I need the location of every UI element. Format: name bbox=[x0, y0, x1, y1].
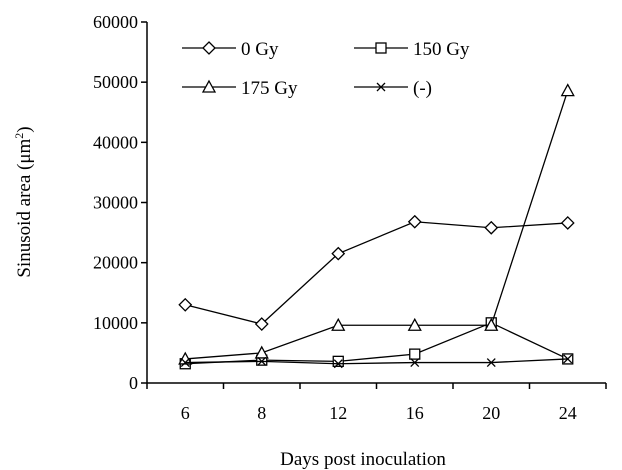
data-point bbox=[484, 317, 499, 331]
y-tick-label: 0 bbox=[129, 373, 138, 393]
legend-entry: 175 Gy bbox=[182, 78, 298, 99]
legend-label: 150 Gy bbox=[413, 39, 470, 60]
data-point bbox=[560, 83, 575, 97]
series-line bbox=[185, 358, 568, 365]
y-tick-label: 30000 bbox=[93, 193, 138, 213]
series-line bbox=[185, 90, 569, 360]
data-point bbox=[563, 354, 573, 364]
data-point bbox=[332, 355, 344, 367]
legend-marker bbox=[376, 82, 386, 92]
data-point bbox=[331, 246, 346, 261]
legend-label: 0 Gy bbox=[241, 39, 279, 60]
data-point bbox=[484, 220, 499, 235]
data-point bbox=[178, 297, 193, 312]
series-layer bbox=[178, 83, 575, 370]
data-point bbox=[178, 351, 193, 365]
series-3 bbox=[180, 354, 573, 369]
series-line bbox=[185, 322, 569, 365]
y-axis-label: Sinusoid area (μm2) bbox=[12, 126, 35, 277]
x-tick-label: 6 bbox=[181, 403, 190, 423]
legend-label: 175 Gy bbox=[241, 78, 298, 99]
data-point bbox=[486, 358, 496, 368]
x-tick-label: 12 bbox=[329, 403, 347, 423]
data-point bbox=[180, 358, 190, 368]
y-axis-label-main: Sinusoid area (μm bbox=[14, 138, 35, 277]
data-point bbox=[407, 317, 422, 331]
y-tick-label: 60000 bbox=[93, 12, 138, 32]
legend-entry: 150 Gy bbox=[354, 39, 470, 60]
x-axis-label: Days post inoculation bbox=[280, 449, 446, 470]
y-axis-label-superscript: 2 bbox=[12, 133, 26, 139]
x-tick-label: 16 bbox=[406, 403, 424, 423]
data-point bbox=[254, 345, 269, 359]
data-point bbox=[409, 348, 421, 360]
y-axis-label-end: ) bbox=[14, 126, 35, 132]
legend-marker bbox=[375, 42, 387, 54]
legend-marker bbox=[202, 41, 216, 55]
legend-entry: 0 Gy bbox=[182, 39, 279, 60]
data-point bbox=[333, 359, 343, 369]
data-point bbox=[560, 216, 575, 230]
legend-marker bbox=[201, 79, 217, 93]
legend: 0 Gy 150 Gy 175 Gy (-) bbox=[182, 39, 470, 99]
legend-entry: (-) bbox=[354, 78, 432, 99]
data-point bbox=[410, 358, 420, 368]
y-tick-label: 10000 bbox=[93, 313, 138, 333]
series-2 bbox=[178, 83, 575, 365]
data-point bbox=[254, 317, 269, 331]
x-tick-label: 8 bbox=[257, 403, 266, 423]
legend-label: (-) bbox=[413, 78, 432, 99]
y-tick-label: 40000 bbox=[93, 132, 138, 152]
series-0 bbox=[178, 214, 575, 331]
data-point bbox=[331, 317, 346, 331]
data-point bbox=[407, 214, 422, 229]
x-tick-label: 20 bbox=[482, 403, 500, 423]
x-tick-label: 24 bbox=[559, 403, 577, 423]
chart-axes: 0 10000 20000 30000 40000 50000 60000 6 8 12 16 20 2… bbox=[93, 12, 607, 423]
series-line bbox=[185, 221, 568, 325]
data-point bbox=[257, 356, 267, 366]
y-tick-label: 20000 bbox=[93, 253, 138, 273]
y-tick-label: 50000 bbox=[93, 72, 138, 92]
